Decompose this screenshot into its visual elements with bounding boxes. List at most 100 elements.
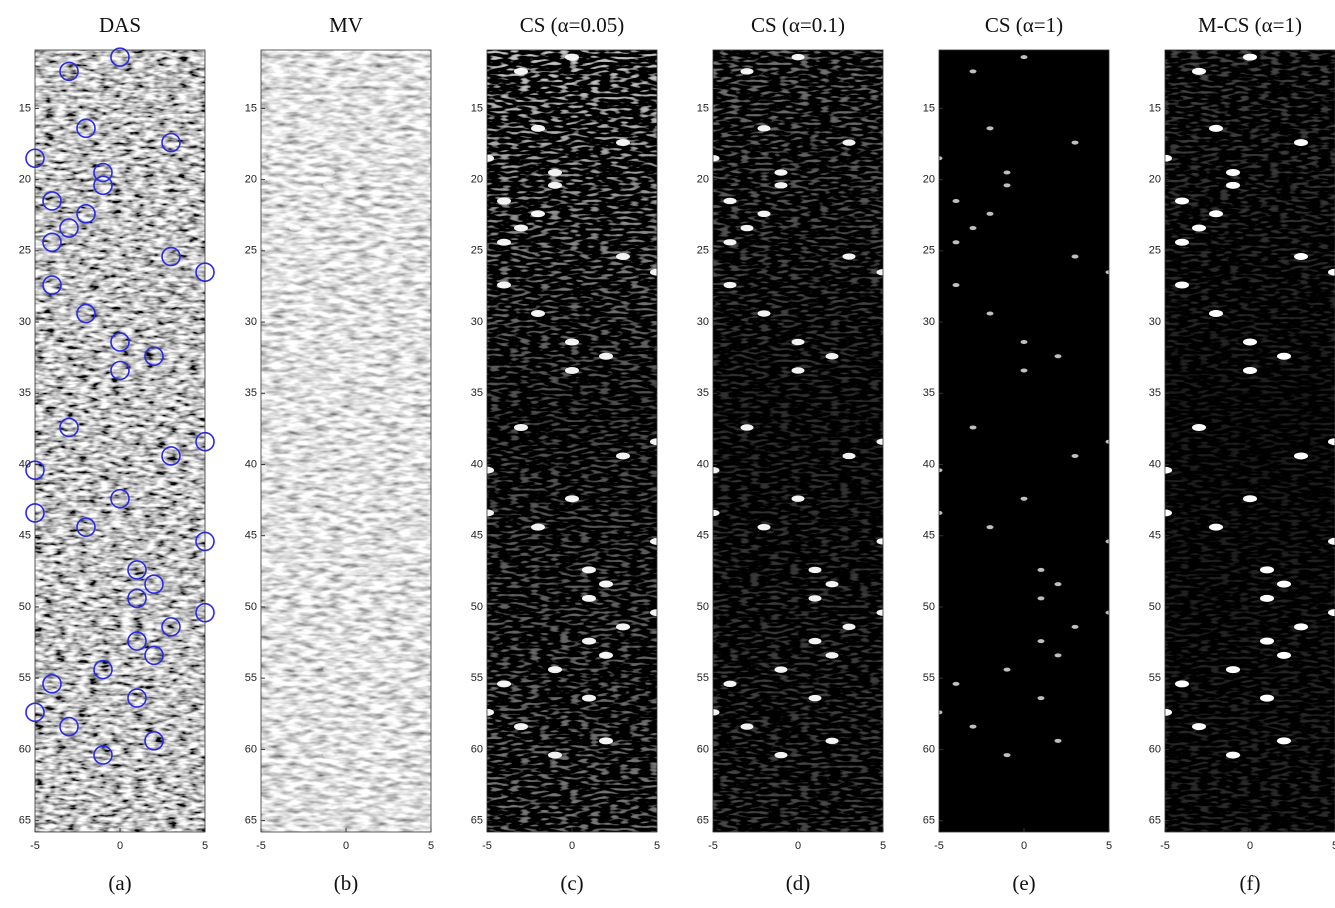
scatterer-spot [825,353,839,360]
x-tick-label: 0 [569,840,575,852]
scatterer-spot [1328,609,1335,617]
speckle-texture [487,50,657,832]
scatterer-spot [723,281,737,289]
scatterer-spot [650,609,657,617]
scatterer-spot [808,694,822,702]
scatterer-spot [825,580,839,588]
scatterer-spot [986,211,994,216]
scatterer-spot [774,182,788,189]
y-tick-label: 60 [19,743,31,755]
scatterer-spot [1037,567,1045,572]
y-tick-label: 20 [19,174,31,186]
scatterer-spot [740,224,754,232]
y-tick-label: 65 [245,815,257,827]
panel-title: CS (α=1) [985,13,1063,37]
scatterer-marker [110,332,130,352]
scatterer-marker [59,716,79,737]
scatterer-spot [1054,582,1062,587]
x-tick-label: 0 [1021,840,1027,852]
scatterer-marker [93,745,113,765]
scatterer-spot [1192,423,1206,431]
scatterer-spot [740,424,754,431]
scatterer-spot [565,338,579,346]
scatterer-spot [1054,653,1062,658]
y-tick-label: 15 [1149,102,1161,114]
scatterer-spot [487,154,494,162]
scatterer-spot [391,139,403,146]
scatterer-marker [42,275,62,295]
image-background [939,50,1109,832]
scatterer-marker [76,118,96,139]
y-tick-label: 55 [471,672,483,684]
scatterer-spot [740,68,754,75]
scatterer-spot [357,595,369,602]
scatterer-spot [1260,566,1274,574]
scatterer-spot [531,523,545,531]
panel: 15 20 25 30 35 40 45 50 55 60 65 -5 0 5 CS (α=0.05) (c) [471,13,660,895]
scatterer-spot [323,666,335,673]
scatterer-spot [986,311,994,316]
scatterer-spot [514,67,528,75]
scatterer-spot [1020,496,1028,501]
scatterer-spot [357,638,369,645]
scatterer-marker [76,303,96,324]
scatterer-spot [1003,170,1011,175]
speckle-texture [1165,50,1335,832]
scatterer-spot [939,156,943,161]
y-tick-label: 55 [923,672,935,684]
scatterer-spot [374,581,386,588]
panel-label: (a) [108,871,131,895]
scatterer-spot [616,452,630,460]
scatterer-spot [1105,539,1109,544]
scatterer-spot [616,253,630,261]
scatterer-spot [391,452,403,459]
x-tick-label: 5 [654,840,660,852]
scatterer-spot [289,723,301,730]
scatterer-spot [487,708,494,716]
scatterer-spot [531,310,545,318]
scatterer-marker [144,731,164,751]
scatterer-spot [1243,366,1257,374]
y-tick-label: 45 [697,530,709,542]
scatterer-spot [306,210,318,217]
scatterer-spot [1260,694,1274,702]
scatterer-spot [425,438,431,445]
image [261,50,431,832]
scatterer-spot [261,155,267,162]
scatterer-spot [374,737,386,744]
y-tick-label: 40 [1149,458,1161,470]
scatterer-spot [1294,139,1308,147]
panel: 15 20 25 30 35 40 45 50 55 60 65 -5 0 5 CS (α=1) (e) [923,13,1112,895]
scatterer-spot [487,509,494,517]
y-tick-label: 45 [1149,530,1161,542]
scatterer-spot [723,197,737,205]
scatterer-spot [713,709,720,716]
scatterer-marker [42,674,62,694]
scatterer-marker [76,517,96,537]
y-tick-label: 35 [471,387,483,399]
scatterer-marker [59,61,79,82]
scatterer-spot [1192,67,1206,75]
panel-title: CS (α=0.1) [751,13,845,37]
y-tick-label: 50 [245,601,257,613]
scatterer-spot [272,282,284,289]
scatterer-spot [565,366,579,374]
y-tick-label: 25 [245,245,257,257]
y-tick-label: 15 [19,102,31,114]
y-tick-label: 50 [1149,601,1161,613]
scatterer-spot [1037,596,1045,601]
scatterer-spot [1020,340,1028,345]
scatterer-spot [1328,438,1335,446]
scatterer-spot [1277,580,1291,588]
y-tick-label: 20 [245,174,257,186]
scatterer-spot [1037,639,1045,644]
y-tick-label: 60 [471,743,483,755]
scatterer-spot [497,238,511,246]
scatterer-spot [774,751,788,759]
panel: 15 20 25 30 35 40 45 50 55 60 65 -5 0 5 MV (b) [245,13,434,895]
y-tick-label: 40 [923,458,935,470]
scatterer-marker [161,246,181,267]
x-tick-label: 0 [1247,840,1253,852]
scatterer-spot [425,538,431,545]
